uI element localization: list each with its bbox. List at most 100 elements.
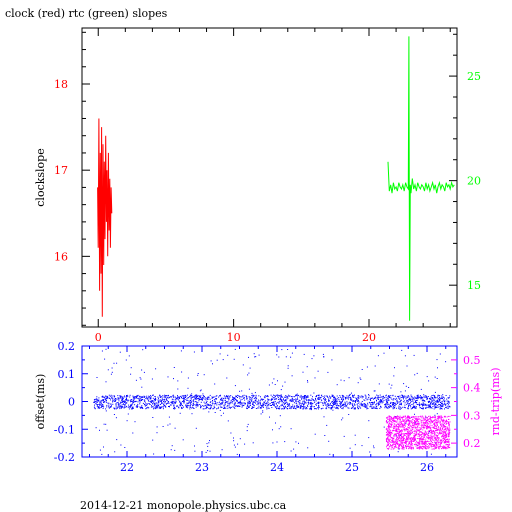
offset-point xyxy=(385,395,387,397)
round-trip-point xyxy=(387,435,389,437)
offset-point xyxy=(196,398,198,400)
offset-point xyxy=(336,403,338,405)
round-trip-point xyxy=(403,433,405,435)
offset-point xyxy=(373,398,374,400)
offset-point xyxy=(241,403,243,405)
offset-point xyxy=(410,396,412,398)
offset-point xyxy=(408,396,410,398)
offset-point xyxy=(233,404,235,406)
offset-point xyxy=(443,397,445,399)
offset-point xyxy=(315,398,316,399)
offset-outlier-point xyxy=(193,351,195,353)
round-trip-point xyxy=(420,424,422,426)
offset-point xyxy=(100,404,102,406)
round-trip-point xyxy=(397,428,399,430)
offset-point xyxy=(286,396,288,397)
offset-point xyxy=(186,398,188,400)
offset-point xyxy=(112,400,114,402)
round-trip-point xyxy=(405,428,407,429)
offset-point xyxy=(410,401,412,403)
offset-point xyxy=(376,400,377,402)
offset-point xyxy=(221,403,223,405)
offset-point xyxy=(295,402,297,404)
offset-outlier-point xyxy=(164,400,166,402)
offset-point xyxy=(193,404,195,405)
round-trip-point xyxy=(386,432,387,434)
offset-point xyxy=(393,407,395,409)
offset-point xyxy=(437,394,439,396)
offset-outlier-point xyxy=(210,360,212,362)
offset-point xyxy=(249,401,251,403)
round-trip-point xyxy=(418,423,420,425)
offset-point xyxy=(397,397,399,399)
offset-point xyxy=(123,404,125,406)
round-trip-point xyxy=(413,439,415,441)
offset-point xyxy=(134,400,136,402)
offset-point xyxy=(182,395,184,397)
round-trip-point xyxy=(408,420,410,422)
offset-point xyxy=(203,408,205,410)
round-trip-point xyxy=(431,435,433,437)
offset-point xyxy=(449,406,451,408)
offset-point xyxy=(255,398,257,400)
offset-point xyxy=(275,394,277,396)
offset-point xyxy=(369,406,371,408)
offset-point xyxy=(354,401,356,402)
round-trip-point xyxy=(418,427,420,429)
offset-point xyxy=(428,405,430,407)
offset-point xyxy=(288,404,290,406)
offset-point xyxy=(324,401,326,403)
offset-point xyxy=(259,402,261,404)
offset-point xyxy=(385,405,387,407)
round-trip-point xyxy=(394,429,396,431)
round-trip-point xyxy=(422,425,424,427)
offset-point xyxy=(122,398,124,400)
offset-point xyxy=(118,406,120,408)
offset-point xyxy=(335,401,337,403)
offset-outlier-point xyxy=(208,411,210,413)
round-trip-point xyxy=(448,432,450,434)
offset-point xyxy=(376,402,378,404)
offset-point xyxy=(339,395,341,397)
offset-point xyxy=(267,398,269,400)
round-trip-point xyxy=(408,432,410,434)
offset-point xyxy=(276,408,277,410)
offset-outlier-point xyxy=(326,424,328,426)
offset-point xyxy=(313,400,315,402)
offset-point xyxy=(345,398,346,400)
round-trip-point xyxy=(435,429,437,431)
round-trip-point xyxy=(439,422,441,424)
round-trip-point xyxy=(433,423,434,425)
offset-point xyxy=(155,397,156,399)
offset-point xyxy=(306,404,308,406)
offset-point xyxy=(273,401,275,403)
offset-point xyxy=(318,397,320,399)
offset-point xyxy=(342,406,344,408)
offset-point xyxy=(339,403,341,405)
offset-outlier-point xyxy=(383,426,385,428)
offset-outlier-point xyxy=(201,398,202,400)
top-right-tick-label: 25 xyxy=(467,70,481,83)
offset-point xyxy=(219,404,221,406)
round-trip-point xyxy=(410,430,412,432)
round-trip-point xyxy=(401,441,403,443)
round-trip-point xyxy=(387,431,389,433)
offset-point xyxy=(115,406,117,408)
round-trip-point xyxy=(421,440,423,442)
round-trip-point xyxy=(421,435,422,437)
round-trip-point xyxy=(421,415,423,417)
offset-point xyxy=(249,402,251,404)
round-trip-point xyxy=(400,444,402,446)
round-trip-point xyxy=(398,438,399,440)
round-trip-point xyxy=(443,425,445,426)
offset-point xyxy=(394,395,396,397)
round-trip-point xyxy=(404,443,406,445)
offset-point xyxy=(361,403,363,405)
offset-point xyxy=(223,405,225,407)
offset-point xyxy=(339,405,341,407)
offset-point xyxy=(416,395,418,396)
round-trip-point xyxy=(435,416,437,418)
offset-point xyxy=(173,403,175,405)
offset-outlier-point xyxy=(104,358,106,360)
offset-point xyxy=(387,401,389,403)
